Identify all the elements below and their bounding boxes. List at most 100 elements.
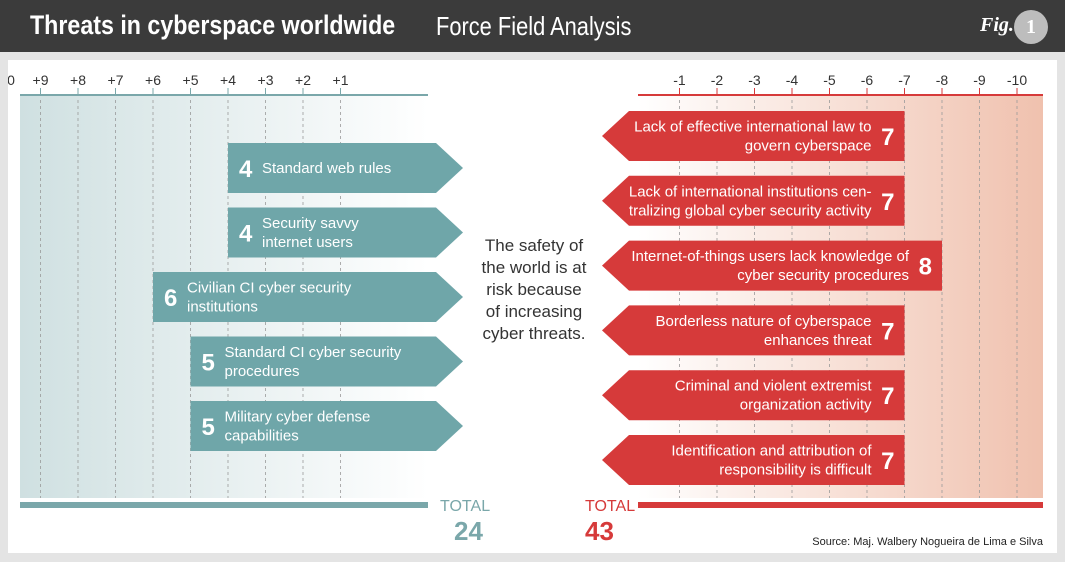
force-label: Lack of international institutions cen- — [629, 183, 872, 200]
scale-tick-label: -10 — [1007, 72, 1027, 88]
force-label: Security savvy — [262, 215, 359, 232]
force-field-panel: +10 +9 +8 +7 +6 +5 +4 +3 +2 +1 -1 -2 -3 -4 -5 -6 -7 -8 -9… — [8, 60, 1057, 553]
negative-total-value: 43 — [585, 516, 614, 546]
scale-tick-label: -2 — [711, 72, 724, 88]
force-label: Standard web rules — [262, 160, 391, 177]
negative-force: 7 Identification and attribution of respon… — [602, 435, 905, 485]
scale-tick-label: +10 — [8, 72, 15, 88]
force-label: Civilian CI cyber security — [187, 280, 352, 297]
negative-total-bar — [638, 502, 1043, 508]
positive-force: 4 Security savvy internet users — [228, 207, 463, 258]
positive-force: 4 Standard web rules — [228, 143, 463, 193]
force-value: 5 — [202, 350, 215, 377]
scale-tick-label: +8 — [70, 72, 86, 88]
force-label: enhances threat — [764, 332, 872, 349]
force-value: 7 — [881, 448, 894, 475]
negative-zone — [638, 96, 1043, 498]
center-statement-line: the world is at — [482, 258, 587, 277]
force-arrow — [190, 401, 463, 451]
force-label: institutions — [187, 299, 258, 316]
negative-force: 7 Lack of effective international law to g… — [602, 111, 905, 161]
positive-force: 5 Standard CI cyber security procedures — [190, 336, 463, 387]
negative-gridlines — [679, 100, 1018, 498]
force-label: Standard CI cyber security — [225, 344, 402, 361]
negative-force: 7 Criminal and violent extremist organizat… — [602, 370, 905, 421]
force-label: Military cyber defense — [225, 409, 371, 426]
force-value: 6 — [164, 285, 177, 312]
negative-scale: -1 -2 -3 -4 -5 -6 -7 -8 -9 -10 — [673, 72, 1027, 96]
force-label: internet users — [262, 234, 353, 251]
center-statement-line: risk because — [486, 280, 581, 299]
scale-tick-label: +6 — [145, 72, 161, 88]
center-statement-line: cyber threats. — [483, 324, 586, 343]
scale-tick-label: -9 — [973, 72, 986, 88]
force-arrow — [602, 370, 905, 421]
force-label: Borderless nature of cyberspace — [656, 313, 872, 330]
force-label: Internet-of-things users lack knowledge … — [631, 248, 909, 265]
scale-tick-label: -8 — [936, 72, 949, 88]
force-value: 5 — [202, 414, 215, 441]
force-arrow — [228, 143, 463, 193]
force-label: cyber security procedures — [737, 267, 909, 284]
force-label: tralizing global cyber security activity — [629, 202, 872, 219]
center-statement: The safety of the world is at risk because… — [482, 236, 587, 343]
force-label: organization activity — [740, 397, 872, 414]
scale-tick-label: +5 — [183, 72, 199, 88]
negative-force: 7 Borderless nature of cyberspace enhances… — [602, 305, 905, 356]
force-label: procedures — [225, 363, 300, 380]
positive-forces: 4 Standard web rules 4 Security savvy intern… — [153, 143, 463, 451]
scale-tick-label: -5 — [823, 72, 836, 88]
scale-tick-label: +3 — [258, 72, 274, 88]
source-note: Source: Maj. Walbery Nogueira de Lima e … — [812, 536, 1044, 548]
force-value: 4 — [239, 221, 253, 248]
force-label: Criminal and violent extremist — [675, 378, 873, 395]
force-label: Lack of effective international law to — [634, 119, 871, 136]
scale-tick-label: -4 — [786, 72, 799, 88]
force-label: Identification and attribution of — [671, 443, 872, 460]
scale-tick-label: +1 — [333, 72, 349, 88]
force-value: 8 — [919, 254, 932, 281]
force-arrow — [602, 111, 905, 161]
scale-tick-label: +2 — [295, 72, 311, 88]
header-bar: Threats in cyberspace worldwide Force Fi… — [0, 0, 1065, 52]
force-value: 7 — [881, 124, 894, 151]
scale-tick-label: -7 — [898, 72, 911, 88]
force-label: responsibility is difficult — [719, 462, 872, 479]
positive-force: 6 Civilian CI cyber security institutions — [153, 272, 463, 322]
negative-force: 8 Internet-of-things users lack knowledge… — [602, 240, 942, 291]
force-arrow — [602, 305, 905, 356]
force-value: 7 — [881, 189, 894, 216]
force-arrow — [228, 207, 463, 258]
force-value: 4 — [239, 156, 253, 183]
center-statement-line: of increasing — [486, 302, 582, 321]
force-arrow — [602, 240, 942, 291]
force-arrow — [602, 175, 905, 226]
negative-total-label: TOTAL — [585, 498, 635, 515]
force-label: capabilities — [225, 428, 299, 445]
scale-tick-label: -3 — [748, 72, 761, 88]
positive-scale: +10 +9 +8 +7 +6 +5 +4 +3 +2 +1 — [8, 72, 349, 96]
scale-tick-label: -6 — [861, 72, 874, 88]
positive-total-bar — [20, 502, 428, 508]
force-field-diagram: +10 +9 +8 +7 +6 +5 +4 +3 +2 +1 -1 -2 -3 -4 -5 -6 -7 -8 -9… — [8, 72, 1044, 548]
scale-tick-label: +7 — [108, 72, 124, 88]
negative-forces: 7 Lack of effective international law to g… — [602, 111, 942, 485]
fig-number-badge: 1 — [1014, 10, 1048, 44]
figure-title: Threats in cyberspace worldwide — [30, 10, 396, 40]
force-value: 7 — [881, 383, 894, 410]
scale-tick-label: -1 — [673, 72, 686, 88]
force-arrow — [602, 435, 905, 485]
scale-tick-label: +9 — [33, 72, 49, 88]
center-statement-line: The safety of — [485, 236, 584, 255]
positive-total-value: 24 — [454, 516, 483, 546]
force-value: 7 — [881, 318, 894, 345]
positive-total-label: TOTAL — [440, 498, 490, 515]
force-arrow — [190, 336, 463, 387]
force-label: govern cyberspace — [745, 138, 872, 155]
negative-force: 7 Lack of international institutions cen-… — [602, 175, 905, 226]
force-arrow — [153, 272, 463, 322]
fig-label: Fig. — [980, 14, 1014, 36]
scale-tick-label: +4 — [220, 72, 236, 88]
figure-subtitle: Force Field Analysis — [436, 11, 632, 41]
